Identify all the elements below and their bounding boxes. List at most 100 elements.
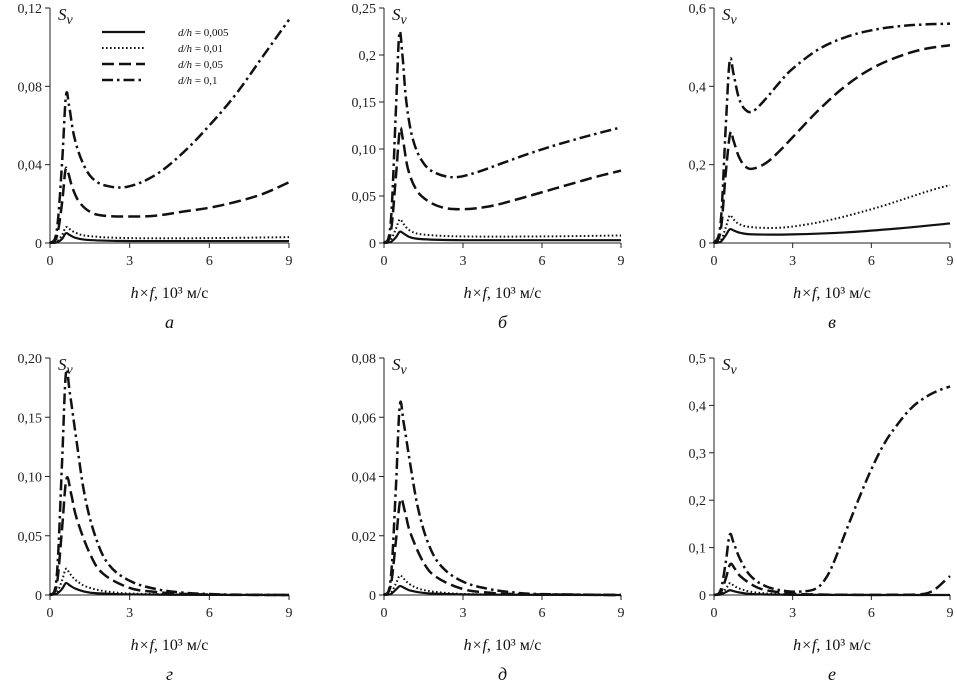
y-tick-label: 0,04	[352, 471, 377, 486]
chart-panel-д: 0 0,02 0,04 0,06 0,08 0 3 6 9 Sv h×f, 10³ м/с д	[352, 352, 625, 680]
y-axis-label: Sv	[392, 5, 408, 28]
y-axis-label: Sv	[58, 355, 74, 378]
series-line-dashed	[49, 166, 290, 245]
y-axis-label: Sv	[58, 5, 74, 28]
x-tick-label: 6	[868, 254, 875, 269]
x-tick-label: 9	[947, 606, 954, 621]
series-line-dashdot	[382, 30, 622, 244]
series-line-dashed	[712, 43, 951, 244]
series-line-dashdot	[382, 400, 622, 597]
x-tick-label: 9	[947, 254, 954, 269]
chart-panel-а: 0 0,04 0,08 0,12 0 3 6 9 Sv h×f, 10³ м/с а d/h = 0,…	[18, 2, 293, 332]
x-axis-label: h×f, 10³ м/с	[793, 637, 871, 654]
series-line-dashdot	[712, 22, 951, 244]
legend-label: d/h = 0,005	[178, 27, 229, 39]
series-line-dashed	[382, 126, 622, 244]
y-tick-label: 0,02	[352, 530, 377, 545]
x-tick-label: 3	[789, 606, 796, 621]
x-tick-label: 0	[381, 254, 388, 269]
panel-label: е	[828, 664, 836, 680]
x-tick-label: 6	[206, 254, 213, 269]
y-tick-label: 0,1	[689, 542, 707, 557]
y-tick-label: 0,12	[18, 2, 43, 17]
y-tick-label: 0,15	[352, 96, 377, 111]
y-axis-label: Sv	[392, 355, 408, 378]
legend-label: d/h = 0,01	[178, 43, 223, 55]
x-tick-label: 6	[539, 254, 546, 269]
x-tick-label: 6	[206, 606, 213, 621]
chart-panel-в: 0 0,2 0,4 0,6 0 3 6 9 Sv h×f, 10³ м/с в	[689, 2, 954, 332]
x-tick-label: 0	[711, 606, 718, 621]
series-line-solid	[49, 581, 290, 597]
x-tick-label: 9	[618, 606, 625, 621]
y-tick-label: 0	[35, 589, 42, 604]
y-tick-label: 0,5	[689, 352, 707, 367]
panel-label: а	[165, 312, 174, 332]
x-tick-label: 6	[539, 606, 546, 621]
legend-label: d/h = 0,05	[178, 59, 224, 71]
y-tick-label: 0,4	[689, 80, 707, 95]
y-tick-label: 0	[369, 589, 376, 604]
chart-panel-г: 0 0,05 0,10 0,15 0,20 0 3 6 9 Sv h×f, 10³ м/с г	[18, 352, 293, 680]
x-tick-label: 0	[47, 606, 54, 621]
y-tick-label: 0,6	[689, 2, 707, 17]
x-tick-label: 3	[460, 254, 467, 269]
y-tick-label: 0	[369, 237, 376, 252]
x-axis-label: h×f, 10³ м/с	[464, 637, 542, 654]
y-tick-label: 0,10	[18, 471, 43, 486]
x-axis-label: h×f, 10³ м/с	[131, 637, 209, 654]
y-tick-label: 0,06	[352, 411, 377, 426]
y-tick-label: 0	[699, 589, 706, 604]
legend-label: d/h = 0,1	[178, 75, 218, 87]
chart-panel-б: 0 0,05 0,10 0,15 0,2 0,25 0 3 6 9 Sv h×f, 10³ м/с б	[352, 2, 625, 332]
series-line-solid	[383, 230, 621, 245]
y-axis-label: Sv	[722, 5, 738, 28]
y-tick-label: 0,20	[18, 352, 43, 367]
y-tick-label: 0,4	[689, 399, 707, 414]
panel-label: в	[828, 312, 836, 332]
x-tick-label: 9	[286, 606, 293, 621]
y-tick-label: 0,2	[359, 49, 377, 64]
series-line-dotted	[49, 226, 290, 244]
series-line-dashdot	[48, 19, 291, 244]
y-tick-label: 0,25	[352, 2, 377, 17]
y-tick-label: 0,04	[18, 159, 43, 174]
series-line-dotted	[49, 567, 290, 596]
y-tick-label: 0,3	[689, 447, 707, 462]
x-tick-label: 3	[126, 254, 133, 269]
y-tick-label: 0	[699, 237, 706, 252]
series-line-dashdot	[48, 368, 290, 597]
y-tick-label: 0,15	[18, 411, 43, 426]
y-tick-label: 0,2	[689, 159, 707, 174]
series-line-solid	[383, 584, 622, 597]
panel-label: б	[498, 312, 508, 332]
x-tick-label: 0	[47, 254, 54, 269]
x-tick-label: 0	[381, 606, 388, 621]
y-tick-label: 0,05	[18, 530, 43, 545]
series-line-dashdot	[713, 385, 951, 597]
series-line-dashed	[48, 476, 290, 597]
series-line-dashed	[713, 562, 951, 597]
y-tick-label: 0,2	[689, 494, 707, 509]
x-axis-label: h×f, 10³ м/с	[131, 285, 209, 302]
panel-label: д	[498, 664, 507, 680]
y-tick-label: 0,10	[352, 143, 377, 158]
panel-label: г	[166, 664, 173, 680]
series-line-solid	[713, 222, 951, 245]
series-line-solid	[49, 231, 289, 245]
x-axis-label: h×f, 10³ м/с	[464, 285, 542, 302]
chart-panel-е: 0 0,1 0,2 0,3 0,4 0,5 0 3 6 9 Sv h×f, 10³ м/с е	[689, 352, 954, 680]
x-tick-label: 3	[789, 254, 796, 269]
x-tick-label: 6	[868, 606, 875, 621]
x-tick-label: 9	[286, 254, 293, 269]
x-axis-label: h×f, 10³ м/с	[793, 285, 871, 302]
legend: d/h = 0,005 d/h = 0,01 d/h = 0,05 d/h = 0,1	[102, 27, 229, 87]
x-tick-label: 9	[618, 254, 625, 269]
y-tick-label: 0	[35, 237, 42, 252]
y-tick-label: 0,05	[352, 190, 377, 205]
series-line-dashed	[382, 497, 622, 597]
x-tick-label: 0	[711, 254, 718, 269]
y-tick-label: 0,08	[352, 352, 377, 367]
x-tick-label: 3	[126, 606, 133, 621]
